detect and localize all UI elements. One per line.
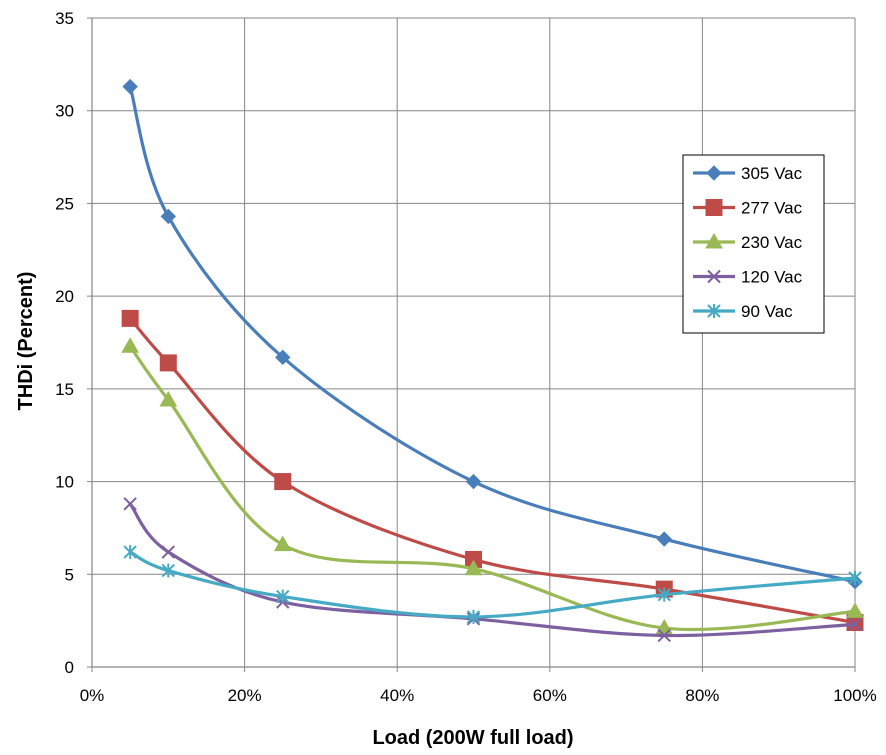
x-tick-label: 0% bbox=[80, 686, 105, 705]
legend-marker bbox=[706, 165, 722, 181]
data-point-90-vac bbox=[848, 570, 862, 585]
series-line-90-vac bbox=[128, 550, 857, 619]
legend-label: 230 Vac bbox=[741, 233, 803, 252]
series-90-vac bbox=[123, 545, 862, 624]
legend-item-230-vac: 230 Vac bbox=[693, 232, 803, 252]
series-277-vac bbox=[121, 309, 864, 631]
y-tick-label: 30 bbox=[55, 102, 74, 121]
marker-stroke bbox=[123, 497, 137, 511]
data-point-305-vac bbox=[275, 349, 291, 366]
data-point-230-vac bbox=[159, 390, 178, 407]
legend-marker bbox=[707, 304, 721, 318]
data-point-90-vac bbox=[276, 589, 290, 604]
data-point-230-vac bbox=[121, 337, 140, 353]
legend-marker bbox=[705, 199, 723, 216]
marker-stroke bbox=[161, 545, 176, 559]
y-tick-label: 5 bbox=[65, 565, 74, 584]
data-point-230-vac bbox=[273, 535, 292, 552]
x-axis-title: Load (200W full load) bbox=[372, 727, 573, 749]
legend-label: 120 Vac bbox=[741, 268, 803, 287]
data-point-120-vac bbox=[161, 545, 176, 559]
data-point-277-vac bbox=[274, 473, 292, 491]
data-point-90-vac bbox=[466, 609, 481, 624]
series-line-277-vac bbox=[128, 316, 857, 625]
legend-marker bbox=[707, 269, 721, 284]
y-tick-label: 35 bbox=[55, 9, 74, 28]
legend-item-277-vac: 277 Vac bbox=[693, 199, 803, 218]
legend-box bbox=[682, 154, 825, 334]
series-230-vac bbox=[121, 337, 864, 635]
legend-item-90-vac: 90 Vac bbox=[693, 302, 793, 321]
y-tick-label: 20 bbox=[55, 287, 74, 306]
series-lines bbox=[121, 78, 864, 643]
y-tick-label: 10 bbox=[55, 473, 74, 492]
grid bbox=[91, 17, 856, 668]
data-point-230-vac bbox=[846, 602, 864, 618]
x-tick-label: 40% bbox=[380, 686, 414, 705]
y-tick-label: 25 bbox=[55, 194, 74, 213]
data-point-90-vac bbox=[123, 545, 137, 560]
data-point-305-vac bbox=[656, 531, 672, 547]
y-tick-label: 0 bbox=[65, 658, 74, 677]
marker-stroke bbox=[657, 628, 671, 643]
x-tick-label: 100% bbox=[833, 686, 876, 705]
x-tick-label: 60% bbox=[533, 686, 567, 705]
legend-label: 305 Vac bbox=[741, 164, 803, 183]
data-point-90-vac bbox=[161, 563, 176, 578]
legend-label: 277 Vac bbox=[741, 199, 803, 218]
data-point-90-vac bbox=[657, 587, 671, 602]
data-point-230-vac bbox=[464, 559, 483, 576]
data-point-120-vac bbox=[123, 497, 137, 511]
legend: 305 Vac 277 Vac 230 Vac 120 Vac 90 Vac bbox=[682, 154, 825, 334]
axes: 0 5 10 15 20 25 30 35 0% 20% 40% 60% 80% 100% bbox=[55, 9, 877, 705]
data-point-277-vac bbox=[159, 354, 177, 372]
legend-marker bbox=[705, 232, 723, 249]
series-120-vac bbox=[123, 497, 862, 643]
data-point-120-vac bbox=[848, 617, 862, 632]
data-point-277-vac bbox=[121, 309, 139, 327]
x-tick-label: 80% bbox=[685, 686, 719, 705]
marker-stroke bbox=[707, 269, 721, 284]
x-tick-label: 20% bbox=[228, 686, 262, 705]
data-point-305-vac bbox=[465, 473, 482, 490]
legend-item-305-vac: 305 Vac bbox=[693, 164, 803, 183]
data-point-120-vac bbox=[657, 628, 671, 643]
series-line-230-vac bbox=[128, 344, 857, 632]
legend-label: 90 Vac bbox=[741, 302, 793, 321]
y-tick-label: 15 bbox=[55, 380, 74, 399]
legend-item-120-vac: 120 Vac bbox=[693, 268, 803, 287]
data-point-305-vac bbox=[122, 78, 138, 95]
marker-stroke bbox=[848, 617, 862, 632]
data-point-305-vac bbox=[160, 208, 177, 225]
y-axis-title: THDi (Percent) bbox=[15, 272, 37, 411]
